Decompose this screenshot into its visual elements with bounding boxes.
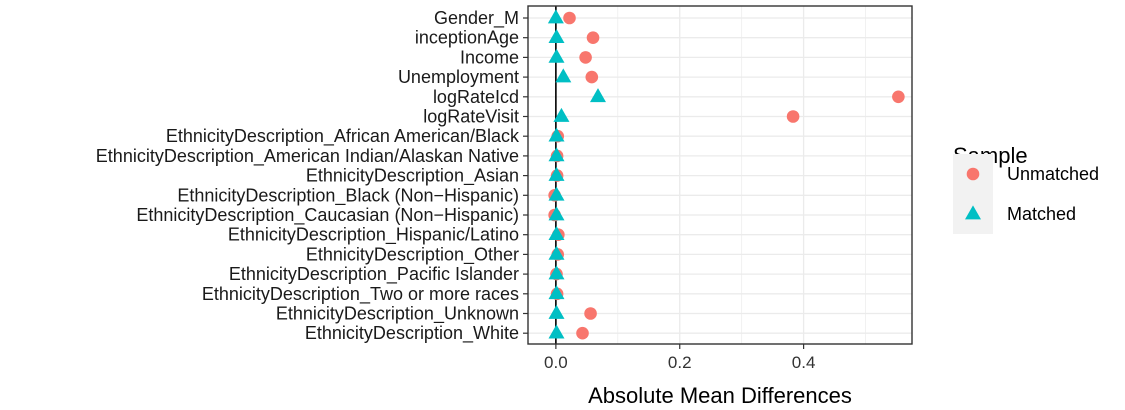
unmatched-point [584, 307, 597, 320]
y-axis-label: EthnicityDescription_White [305, 323, 519, 344]
x-axis-title: Absolute Mean Differences [588, 383, 852, 408]
legend-circle-marker [966, 167, 980, 181]
matched-point [548, 245, 565, 260]
y-axis-label: Unemployment [398, 67, 519, 87]
unmatched-point [576, 326, 589, 340]
unmatched-point [786, 110, 800, 123]
y-axis-label: EthnicityDescription_Caucasian (Non−Hisp… [136, 205, 519, 226]
y-axis-label: EthnicityDescription_Black (Non−Hispanic… [177, 185, 519, 206]
x-tick-label: 0.2 [668, 353, 692, 372]
y-axis-label: EthnicityDescription_African American/Bl… [166, 126, 520, 147]
unmatched-point [585, 70, 599, 84]
matched-point [548, 226, 565, 241]
unmatched-point [586, 31, 600, 44]
matched-point [548, 265, 565, 280]
x-tick-label: 0.0 [544, 353, 568, 372]
unmatched-point [892, 90, 905, 104]
matched-point [553, 107, 570, 122]
y-axis-label: Gender_M [434, 8, 519, 29]
x-tick-label: 0.4 [792, 353, 816, 372]
data-points [547, 9, 905, 340]
matched-point [548, 186, 565, 201]
y-axis-label: EthnicityDescription_Unknown [276, 304, 519, 325]
matched-point [548, 48, 565, 63]
matched-point [548, 127, 565, 142]
unmatched-point [579, 51, 592, 64]
matched-point [548, 147, 565, 162]
y-axis-label: logRateIcd [433, 87, 519, 107]
matched-point [555, 68, 572, 83]
y-axis-label: EthnicityDescription_Hispanic/Latino [228, 225, 519, 246]
y-axis-label: EthnicityDescription_American Indian/Ala… [96, 146, 519, 167]
matched-point [547, 9, 564, 24]
y-axis-label: EthnicityDescription_Asian [306, 166, 519, 187]
x-axis-ticks: 0.0 0.2 0.4 [544, 344, 815, 372]
unmatched-point [563, 11, 576, 25]
y-axis-label: inceptionAge [415, 28, 519, 48]
legend-label: Unmatched [1007, 164, 1099, 184]
y-axis-label: Income [460, 47, 519, 67]
matched-point [548, 206, 565, 221]
y-axis-label: EthnicityDescription_Pacific Islander [229, 264, 519, 285]
legend-items: Unmatched Matched [953, 154, 1099, 234]
matched-point [548, 166, 565, 181]
y-axis-labels: Gender_MinceptionAgeIncomeUnemploymentlo… [96, 8, 528, 344]
matched-point [548, 285, 565, 300]
legend-label: Matched [1007, 204, 1076, 224]
matched-point [589, 88, 606, 103]
y-axis-label: logRateVisit [423, 107, 519, 127]
y-axis-label: EthnicityDescription_Two or more races [202, 284, 519, 305]
matched-point [548, 29, 565, 44]
matched-point [548, 324, 565, 339]
matched-point [548, 304, 565, 319]
y-axis-label: EthnicityDescription_Other [306, 244, 519, 265]
legend-triangle-marker [965, 205, 981, 220]
